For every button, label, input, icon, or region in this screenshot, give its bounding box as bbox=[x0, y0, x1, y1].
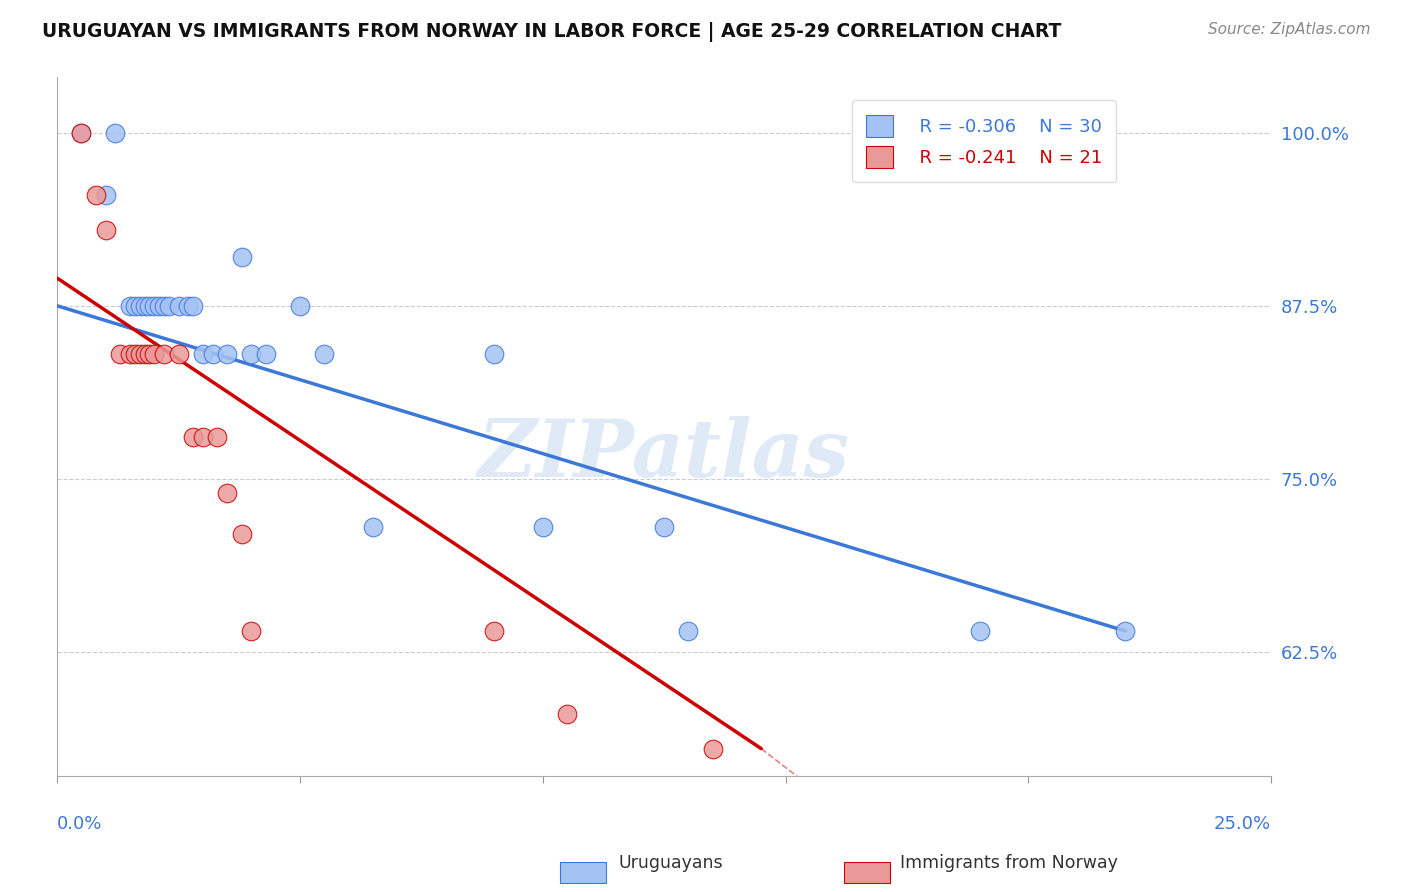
Point bbox=[231, 527, 253, 541]
Point bbox=[143, 299, 166, 313]
Point bbox=[288, 299, 311, 313]
Point bbox=[94, 188, 117, 202]
Point bbox=[153, 347, 176, 361]
Point bbox=[70, 126, 93, 140]
Point bbox=[134, 347, 156, 361]
Point bbox=[167, 347, 190, 361]
Point bbox=[118, 347, 141, 361]
Point bbox=[969, 624, 991, 638]
Point bbox=[191, 347, 214, 361]
Point bbox=[531, 520, 554, 534]
Legend:   R = -0.306    N = 30,   R = -0.241    N = 21: R = -0.306 N = 30, R = -0.241 N = 21 bbox=[852, 101, 1116, 183]
Point bbox=[240, 347, 263, 361]
Text: Source: ZipAtlas.com: Source: ZipAtlas.com bbox=[1208, 22, 1371, 37]
Point bbox=[482, 347, 505, 361]
Point bbox=[138, 299, 160, 313]
Point bbox=[148, 299, 170, 313]
Point bbox=[652, 520, 675, 534]
Point bbox=[1114, 624, 1136, 638]
Point bbox=[191, 430, 214, 444]
Point bbox=[181, 430, 204, 444]
Point bbox=[201, 347, 224, 361]
Point bbox=[104, 126, 127, 140]
Point bbox=[128, 299, 150, 313]
Text: URUGUAYAN VS IMMIGRANTS FROM NORWAY IN LABOR FORCE | AGE 25-29 CORRELATION CHART: URUGUAYAN VS IMMIGRANTS FROM NORWAY IN L… bbox=[42, 22, 1062, 42]
Point bbox=[134, 299, 156, 313]
Text: 25.0%: 25.0% bbox=[1213, 815, 1271, 833]
Point bbox=[124, 299, 146, 313]
Point bbox=[94, 222, 117, 236]
Point bbox=[314, 347, 336, 361]
Point bbox=[124, 347, 146, 361]
Point bbox=[138, 347, 160, 361]
Point bbox=[177, 299, 200, 313]
Point bbox=[153, 299, 176, 313]
Point bbox=[207, 430, 229, 444]
Point bbox=[482, 624, 505, 638]
Point bbox=[555, 706, 578, 721]
Point bbox=[678, 624, 700, 638]
Point bbox=[157, 299, 180, 313]
Point bbox=[70, 126, 93, 140]
Point bbox=[128, 347, 150, 361]
Text: Immigrants from Norway: Immigrants from Norway bbox=[900, 855, 1118, 872]
Point bbox=[217, 485, 239, 500]
Point bbox=[217, 347, 239, 361]
Point bbox=[240, 624, 263, 638]
Point bbox=[702, 741, 724, 756]
Point bbox=[118, 299, 141, 313]
Point bbox=[167, 299, 190, 313]
Point bbox=[254, 347, 277, 361]
Point bbox=[84, 188, 107, 202]
Point bbox=[110, 347, 132, 361]
Text: Uruguayans: Uruguayans bbox=[619, 855, 723, 872]
Point bbox=[361, 520, 384, 534]
Text: ZIPatlas: ZIPatlas bbox=[478, 416, 851, 493]
Point bbox=[231, 251, 253, 265]
Text: 0.0%: 0.0% bbox=[58, 815, 103, 833]
Point bbox=[143, 347, 166, 361]
Point bbox=[181, 299, 204, 313]
